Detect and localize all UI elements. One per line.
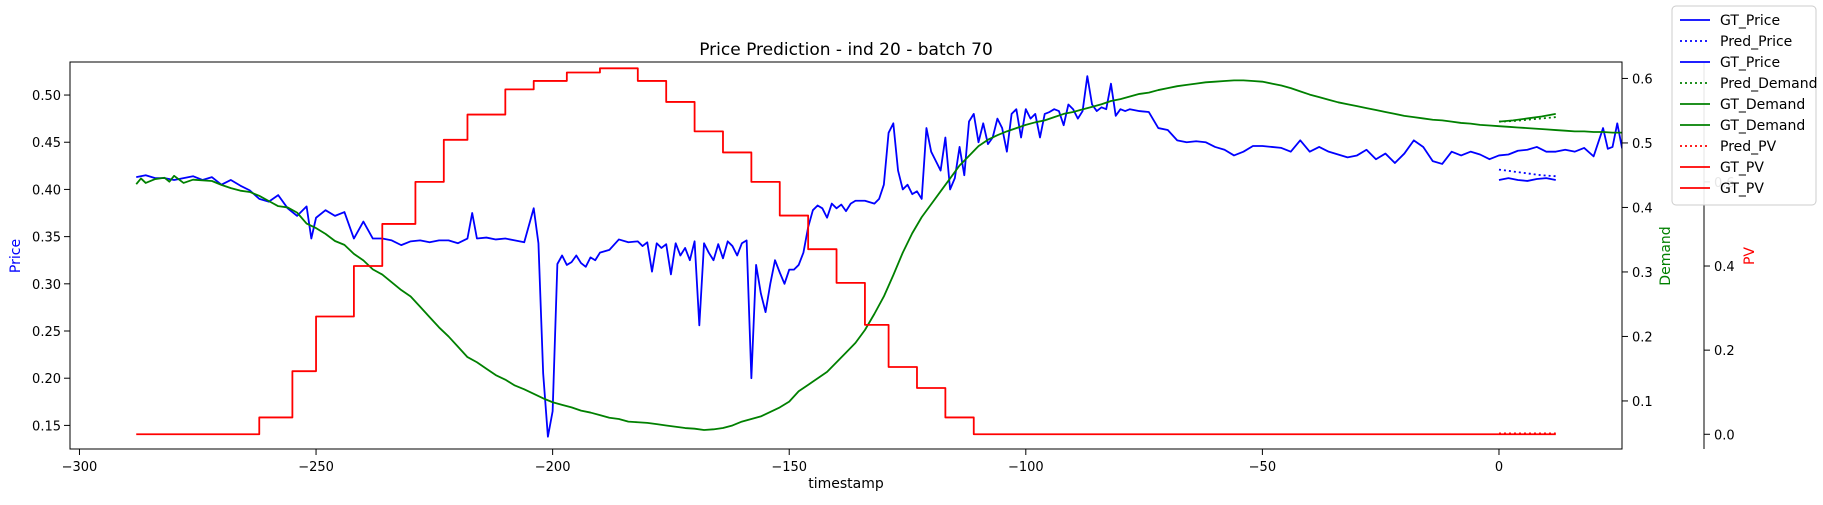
price-tick-label: 0.30: [32, 278, 61, 293]
price-tick-label: 0.20: [32, 372, 61, 387]
pv-axis-label: PV: [1742, 247, 1758, 265]
demand-tick-label: 0.2: [1632, 330, 1653, 345]
demand-tick-label: 0.5: [1632, 137, 1653, 152]
demand-tick-label: 0.3: [1632, 266, 1653, 281]
x-axis-label: timestamp: [808, 476, 884, 492]
x-tick-label: −150: [771, 460, 807, 475]
demand-tick-label: 0.1: [1632, 395, 1653, 410]
legend-label: GT_Price: [1720, 55, 1780, 71]
legend-label: GT_Demand: [1720, 97, 1805, 113]
pv-tick-label: 0.0: [1714, 428, 1735, 443]
price-tick-label: 0.25: [32, 325, 61, 340]
x-tick-label: −250: [298, 460, 334, 475]
series-gt-price-line: [136, 75, 1622, 438]
legend-label: Pred_Price: [1720, 34, 1792, 50]
x-tick-label: −300: [62, 460, 98, 475]
series-gt-price-line: [1498, 177, 1556, 182]
legend-label: GT_PV: [1720, 160, 1764, 176]
x-tick-label: −200: [535, 460, 571, 475]
chart-title: Price Prediction - ind 20 - batch 70: [699, 40, 993, 60]
price-tick-label: 0.50: [32, 89, 61, 104]
price-tick-label: 0.45: [32, 136, 61, 151]
demand-axis-label: Demand: [1658, 226, 1674, 285]
demand-tick-label: 0.4: [1632, 201, 1653, 216]
x-tick-label: −100: [1008, 460, 1044, 475]
plot-frame: [69, 61, 1623, 450]
legend-label: GT_Demand: [1720, 118, 1805, 134]
x-tick-label: 0: [1495, 460, 1503, 475]
price-tick-label: 0.15: [32, 419, 61, 434]
legend-label: Pred_Demand: [1720, 76, 1818, 92]
series-gt-demand-line: [135, 79, 1622, 431]
legend-label: GT_Price: [1720, 13, 1780, 29]
price-tick-label: 0.35: [32, 231, 61, 246]
series-gt-pv-line: [136, 67, 1499, 436]
series-gt-demand-line: [1498, 113, 1556, 123]
legend-label: GT_PV: [1720, 181, 1764, 197]
pv-tick-label: 0.4: [1714, 260, 1735, 275]
x-tick-label: −50: [1249, 460, 1276, 475]
price-tick-label: 0.40: [32, 183, 61, 198]
legend-label: Pred_PV: [1720, 139, 1777, 155]
price-axis-label: Price: [8, 239, 24, 273]
legend-box: [1671, 5, 1817, 206]
pv-tick-label: 0.2: [1714, 344, 1735, 359]
demand-tick-label: 0.6: [1632, 72, 1653, 87]
